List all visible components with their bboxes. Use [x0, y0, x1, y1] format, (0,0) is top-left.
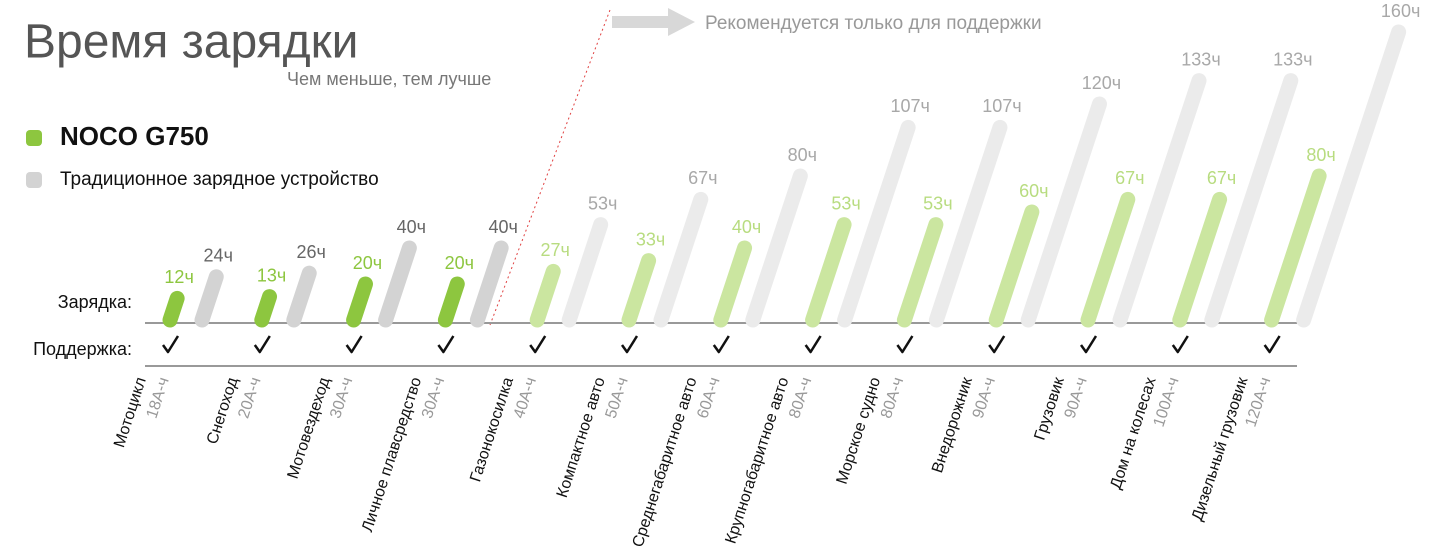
bar [653, 191, 709, 328]
value-label: 120ч [1082, 73, 1121, 93]
checkmark [1079, 335, 1098, 354]
checkmark [1263, 335, 1281, 354]
row-label: Поддержка: [33, 339, 132, 359]
value-label: 133ч [1273, 49, 1312, 69]
value-label: 20ч [445, 253, 474, 273]
bar [529, 263, 561, 328]
category-label: Компактное авто [554, 375, 609, 500]
legend-label: NOCO G750 [60, 121, 209, 151]
bar [561, 217, 609, 328]
bar [437, 276, 465, 328]
bar [469, 240, 509, 328]
bar [254, 289, 278, 328]
value-label: 160ч [1381, 1, 1420, 21]
annotation: Рекомендуется только для поддержки [705, 13, 1042, 34]
value-label: 67ч [1207, 168, 1236, 188]
category-label: Среднегабаритное авто [630, 375, 701, 549]
value-label: 107ч [890, 96, 929, 116]
value-label: 27ч [541, 240, 570, 260]
bar [988, 204, 1040, 328]
value-label: 60ч [1019, 181, 1048, 201]
value-label: 67ч [1115, 168, 1144, 188]
value-label: 33ч [636, 229, 665, 249]
value-label: 40ч [397, 217, 426, 237]
value-label: 40ч [488, 217, 517, 237]
category-label: Дом на колесах [1107, 375, 1159, 491]
checkmark [1171, 335, 1189, 354]
bar [1264, 168, 1327, 328]
legend-swatch [26, 130, 42, 146]
value-label: 53ч [923, 193, 952, 213]
value-label: 80ч [788, 145, 817, 165]
checkmark [345, 335, 363, 354]
bar [162, 290, 185, 328]
checkmark [253, 335, 271, 354]
chart-title: Время зарядки [24, 16, 358, 69]
checkmark [437, 335, 455, 354]
category-label: Морское судно [834, 375, 885, 486]
category-label: Крупногабаритное авто [723, 375, 793, 546]
value-label: 13ч [257, 265, 286, 285]
bar [621, 253, 657, 328]
checkmark [620, 335, 639, 354]
bar [713, 240, 753, 328]
value-label: 107ч [982, 96, 1021, 116]
legend-label: Традиционное зарядное устройство [60, 169, 379, 190]
category-label: Мотовездеход [285, 375, 334, 481]
category-label: Дизельный грузовик [1189, 374, 1252, 523]
bar [286, 265, 317, 328]
bar [1112, 73, 1207, 328]
arrow [612, 8, 695, 36]
value-label: 12ч [164, 267, 193, 287]
bar [805, 217, 852, 328]
bar [346, 276, 373, 328]
checkmark [712, 335, 730, 354]
category-label: Внедорожник [929, 374, 976, 475]
bar [1172, 191, 1228, 328]
category-label: Личное плавсредство [359, 375, 425, 534]
checkmark [988, 335, 1006, 354]
bar [378, 240, 417, 328]
value-label: 67ч [688, 168, 717, 188]
bar [837, 119, 916, 328]
value-label: 53ч [588, 193, 617, 213]
bar [896, 217, 944, 328]
checkmark [161, 335, 180, 354]
legend-swatch [26, 172, 42, 188]
value-label: 80ч [1306, 145, 1335, 165]
value-label: 24ч [204, 246, 233, 266]
value-label: 53ч [831, 193, 860, 213]
divider [489, 9, 611, 326]
bar [928, 119, 1008, 328]
row-label: Зарядка: [58, 292, 132, 312]
bar [1020, 96, 1107, 328]
category-label: Грузовик [1032, 374, 1069, 442]
value-label: 26ч [297, 242, 326, 262]
value-label: 40ч [732, 217, 761, 237]
checkmark [896, 335, 914, 354]
checkmark [529, 335, 547, 354]
bar [1204, 73, 1299, 328]
value-label: 133ч [1181, 49, 1220, 69]
category-label: Газонокосилка [467, 375, 517, 484]
bar [1296, 24, 1407, 328]
bar [194, 269, 224, 328]
chart-subtitle: Чем меньше, тем лучше [287, 69, 491, 89]
bar [745, 168, 808, 328]
value-label: 20ч [353, 253, 382, 273]
checkmark [804, 335, 822, 354]
bar [1080, 191, 1136, 328]
